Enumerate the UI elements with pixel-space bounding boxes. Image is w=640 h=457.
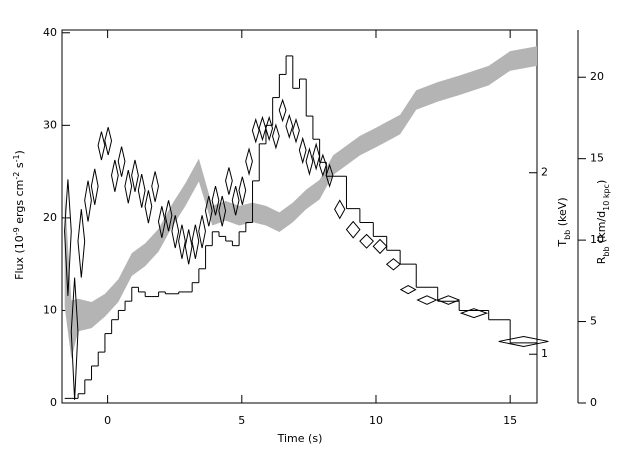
- temperature-diamond: [178, 224, 186, 259]
- temperature-diamond: [372, 238, 388, 255]
- radius-band: [64, 46, 537, 360]
- temperature-diamond: [184, 229, 193, 265]
- temperature-diamond: [151, 171, 159, 202]
- temperature-diamond: [225, 167, 233, 195]
- y3-tick-label: 15: [590, 152, 604, 165]
- temperature-diamond: [70, 277, 79, 400]
- y-tick-label: 10: [43, 303, 57, 316]
- y-axis-label: Flux (10-9 ergs cm-2 s-1): [12, 150, 27, 280]
- temperature-diamond: [137, 173, 146, 208]
- y3-axis-label: Rbb (km/d10 kpc): [595, 180, 611, 265]
- x-tick-label: 15: [503, 414, 517, 427]
- y2-tick-label: 2: [541, 166, 548, 179]
- temperature-diamond: [498, 335, 549, 347]
- temperature-diamond: [97, 131, 106, 161]
- temperature-diamond: [191, 224, 200, 259]
- temperature-diamond: [90, 168, 99, 205]
- y-tick-label: 30: [43, 118, 57, 131]
- temperature-diamond: [318, 153, 327, 178]
- temperature-diamond: [359, 233, 375, 249]
- x-tick-label: 0: [104, 414, 111, 427]
- temperature-diamond: [64, 179, 72, 296]
- temperature-diamond: [459, 308, 489, 319]
- y2-tick-label: 1: [541, 347, 548, 360]
- temperature-diamond: [334, 199, 346, 220]
- temperature-diamond: [278, 98, 287, 123]
- temperature-diamond: [131, 159, 139, 192]
- temperature-diamond: [164, 200, 173, 232]
- temperature-diamond: [258, 115, 267, 142]
- temperature-diamond: [265, 115, 274, 142]
- temperature-diamond: [204, 195, 213, 227]
- temperature-diamond: [436, 295, 461, 305]
- temperature-diamond: [305, 147, 314, 177]
- temperature-diamond: [292, 117, 300, 144]
- y3-tick-label: 20: [590, 70, 604, 83]
- temperature-diamond: [77, 209, 86, 278]
- temperature-diamond: [312, 142, 321, 171]
- temperature-diamond: [231, 186, 240, 216]
- temperature-diamond: [251, 117, 260, 144]
- temperature-diamond: [117, 146, 126, 177]
- temperature-diamond: [238, 176, 247, 205]
- temperature-diamond: [345, 220, 361, 239]
- temperature-diamond: [385, 258, 401, 271]
- temperature-diamond: [104, 127, 113, 156]
- y-tick-label: 40: [43, 26, 57, 39]
- temperature-diamond: [84, 180, 92, 222]
- x-axis-label: Time (s): [277, 432, 323, 445]
- y-tick-label: 0: [50, 396, 57, 409]
- temperature-diamond: [211, 186, 220, 216]
- temperature-diamond: [245, 147, 253, 177]
- temperature-diamond: [272, 123, 280, 150]
- plot-frame: [61, 29, 538, 404]
- temperature-diamond: [144, 190, 153, 224]
- x-tick-label: 5: [238, 414, 245, 427]
- x-tick-label: 10: [369, 414, 383, 427]
- temperature-diamond: [198, 215, 206, 249]
- y3-tick-label: 0: [590, 396, 597, 409]
- y2-axis-label: Tbb (keV): [556, 197, 572, 247]
- temperature-diamond: [111, 159, 119, 192]
- temperature-diamond: [157, 206, 166, 238]
- temperature-diamond: [325, 163, 334, 188]
- y-tick-label: 20: [43, 211, 57, 224]
- temperature-diamond: [218, 195, 227, 227]
- temperature-diamond: [416, 295, 438, 305]
- temperature-diamond: [298, 136, 307, 165]
- temperature-diamond: [171, 215, 180, 249]
- y3-tick-label: 10: [590, 233, 604, 246]
- temperature-diamond: [124, 170, 133, 204]
- temperature-diamond: [399, 284, 417, 295]
- temperature-diamond: [285, 113, 294, 140]
- y3-tick-label: 5: [590, 315, 597, 328]
